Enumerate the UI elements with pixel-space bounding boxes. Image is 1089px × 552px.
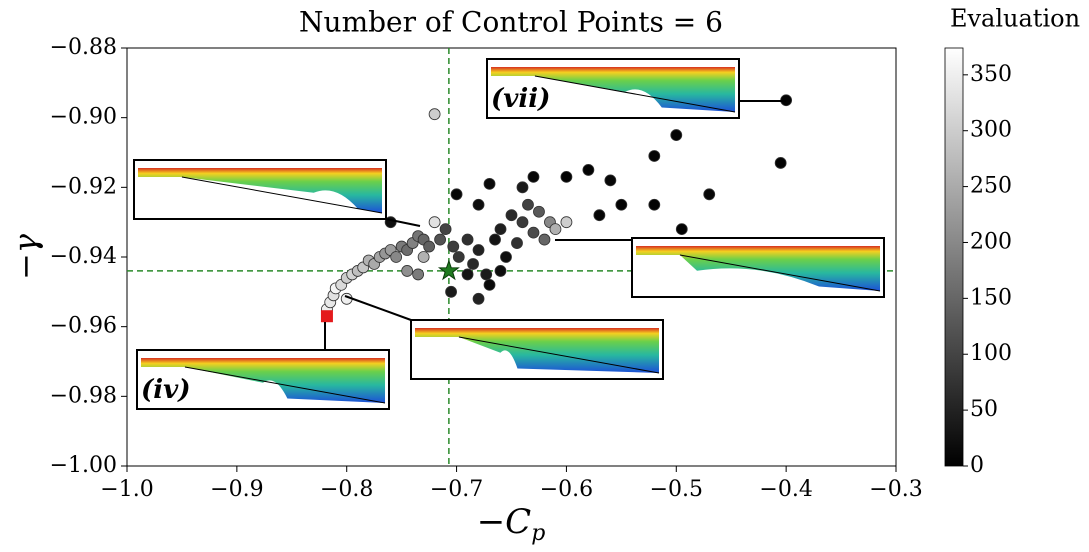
scatter-point — [774, 157, 787, 169]
inset-wall — [679, 254, 881, 292]
y-tick-label: −0.88 — [50, 35, 117, 60]
scatter-point — [516, 181, 529, 194]
scatter-point — [615, 198, 628, 211]
scatter-point — [522, 198, 534, 211]
x-tick-label: −0.8 — [320, 477, 373, 502]
scatter-point — [648, 198, 661, 211]
colorbar-tick-label: 150 — [970, 285, 1012, 310]
colorbar-tick-label: 100 — [970, 341, 1012, 366]
colorbar-tick-label: 300 — [970, 118, 1012, 143]
colorbar-tick-label: 200 — [970, 229, 1012, 254]
x-axis-label: −Cp — [477, 502, 546, 546]
scatter-point — [500, 251, 512, 263]
inset-wall — [184, 366, 386, 404]
scatter-point — [461, 268, 474, 281]
scatter-point — [703, 188, 716, 201]
scatter-point — [549, 223, 562, 236]
scatter-point — [428, 108, 441, 121]
scatter-point — [489, 233, 501, 246]
scatter-point — [390, 251, 403, 263]
scatter-point — [401, 265, 414, 277]
colorbar-tick-label: 50 — [970, 397, 998, 422]
scatter-point — [538, 233, 551, 246]
scatter-point — [527, 170, 540, 183]
colorbar-tick-label: 350 — [970, 62, 1012, 87]
x-tick-label: −0.7 — [430, 477, 483, 502]
scatter-point — [447, 240, 460, 253]
inset-label: (iv) — [141, 375, 191, 405]
inset-wall — [534, 75, 736, 113]
x-tick-label: −0.4 — [759, 477, 812, 502]
scatter-point — [648, 150, 661, 162]
colorbar — [944, 47, 964, 467]
y-tick-label: −0.98 — [50, 383, 117, 408]
scatter-point — [423, 240, 436, 253]
scatter-point — [480, 268, 493, 281]
scatter-point — [483, 278, 496, 291]
scatter-point — [445, 285, 457, 298]
inset-wall — [181, 176, 383, 214]
scatter-point — [434, 233, 446, 246]
scatter-point — [461, 233, 474, 246]
scatter-point — [560, 170, 573, 183]
x-tick-label: −0.9 — [210, 477, 263, 502]
best-point — [437, 259, 460, 281]
scatter-point — [593, 209, 606, 222]
y-axis-label: −γ — [7, 233, 45, 280]
scatter-point — [472, 244, 485, 256]
scatter-point — [412, 268, 425, 281]
scatter-point — [582, 164, 595, 176]
inset-flow — [138, 168, 382, 213]
inset-connector — [344, 295, 412, 321]
scatter-point — [527, 226, 540, 239]
scatter-point — [533, 205, 545, 218]
x-tick-label: −1.0 — [100, 477, 153, 502]
scatter-point — [505, 209, 518, 222]
scatter-point — [439, 223, 452, 236]
y-tick-label: −0.92 — [50, 174, 117, 199]
y-tick-label: −0.90 — [50, 105, 117, 130]
colorbar-label: Evaluation — [950, 5, 1080, 33]
x-axis-label-main: −C — [477, 502, 532, 542]
scatter-point — [428, 216, 441, 229]
y-tick-label: −0.96 — [50, 314, 117, 339]
scatter-point — [472, 198, 485, 211]
colorbar-tick-label: 0 — [970, 453, 984, 478]
scatter-point — [417, 251, 430, 263]
scatter-point — [670, 129, 683, 141]
x-tick-label: −0.3 — [869, 477, 922, 502]
scatter-point — [494, 265, 507, 277]
y-tick-label: −0.94 — [50, 244, 117, 269]
selected-point — [320, 310, 333, 323]
scatter-point — [483, 177, 496, 190]
scatter-point — [467, 258, 479, 270]
inset-label: (vii) — [491, 84, 550, 114]
chart-title: Number of Control Points = 6 — [299, 6, 723, 39]
y-tick-label: −1.00 — [50, 453, 117, 478]
scatter-point — [516, 216, 529, 229]
scatter-point — [452, 251, 465, 263]
colorbar-tick-label: 250 — [970, 174, 1012, 199]
scatter-point — [675, 223, 688, 236]
scatter-point — [560, 216, 573, 229]
inset-wall — [458, 336, 660, 374]
scatter-point — [511, 237, 523, 249]
scatter-point — [450, 188, 463, 201]
scatter-point — [472, 292, 485, 305]
inset-connector — [385, 218, 421, 227]
scatter-point — [494, 223, 507, 236]
scatter-point — [604, 174, 617, 187]
x-tick-label: −0.6 — [540, 477, 593, 502]
x-tick-label: −0.5 — [650, 477, 703, 502]
x-axis-label-sub: p — [531, 521, 545, 546]
